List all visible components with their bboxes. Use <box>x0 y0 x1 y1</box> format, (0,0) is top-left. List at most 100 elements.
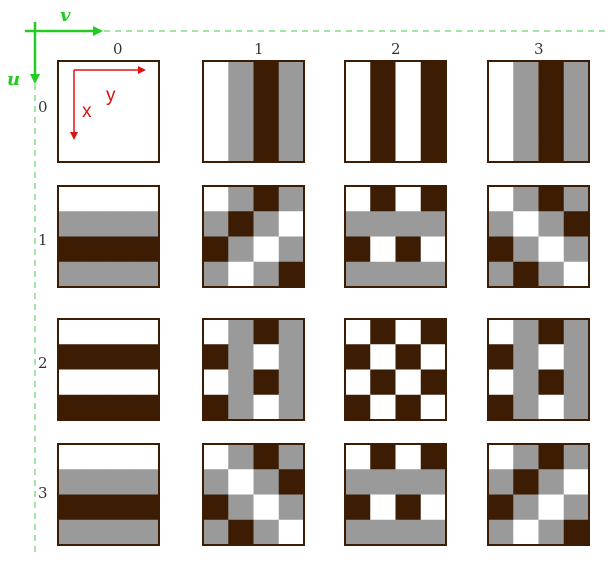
tile-cell <box>228 186 254 212</box>
tile-cell <box>133 469 160 495</box>
tile-cell <box>203 369 229 396</box>
tile-cell <box>395 236 422 263</box>
basis-tile-u3-v1 <box>202 443 305 546</box>
tile-cell <box>58 394 84 421</box>
tile-cell <box>203 236 229 263</box>
tile-cell <box>563 111 590 138</box>
tile-cell <box>370 261 396 288</box>
tile-cell <box>563 469 590 495</box>
tile-cell <box>108 319 135 345</box>
tile-cell <box>420 494 447 521</box>
tile-cell <box>253 186 280 212</box>
tile-cell <box>513 519 539 546</box>
tile-cell <box>563 494 590 521</box>
tile-cell <box>488 111 514 138</box>
tile-cell <box>83 111 109 138</box>
tile-cell <box>133 61 160 87</box>
tile-cell <box>108 469 135 495</box>
tile-cell <box>563 319 590 345</box>
basis-tile-u1-v0 <box>57 185 160 288</box>
tile-cell <box>133 519 160 546</box>
basis-tile-u3-v3 <box>487 443 590 546</box>
tile-cell <box>228 319 254 345</box>
tile-cell <box>58 444 84 470</box>
tile-cell <box>538 469 565 495</box>
tile-cell <box>513 469 539 495</box>
inner-y-label: y <box>106 85 116 106</box>
tile-cell <box>345 61 371 87</box>
tile-cell <box>278 186 305 212</box>
tile-cell <box>370 469 396 495</box>
tile-cell <box>420 319 447 345</box>
u-axis-label: u <box>7 69 20 90</box>
tile-cell <box>228 211 254 237</box>
tile-cell <box>345 344 371 370</box>
tile-frame <box>202 443 305 546</box>
tile-cell <box>58 186 84 212</box>
tile-cell <box>563 519 590 546</box>
tile-cell <box>345 186 371 212</box>
tile-cell <box>488 394 514 421</box>
tile-cell <box>58 211 84 237</box>
tile-cell <box>133 494 160 521</box>
tile-cell <box>108 369 135 396</box>
tile-cell <box>58 236 84 263</box>
tile-cell <box>488 211 514 237</box>
tile-cell <box>538 111 565 138</box>
tile-cell <box>513 86 539 112</box>
tile-cell <box>253 236 280 263</box>
tile-frame <box>344 60 447 163</box>
tile-frame <box>202 318 305 421</box>
tile-cell <box>203 344 229 370</box>
tile-cell <box>513 319 539 345</box>
tile-cell <box>278 211 305 237</box>
tile-cell <box>513 111 539 138</box>
tile-cell <box>253 344 280 370</box>
basis-tile-u3-v0 <box>57 443 160 546</box>
tile-cell <box>370 444 396 470</box>
tile-cell <box>420 186 447 212</box>
tile-cell <box>278 344 305 370</box>
tile-cell <box>345 111 371 138</box>
tile-cell <box>253 136 280 163</box>
tile-cell <box>58 86 84 112</box>
tile-cell <box>108 186 135 212</box>
tile-cell <box>563 211 590 237</box>
tile-cell <box>488 61 514 87</box>
tile-cell <box>83 444 109 470</box>
basis-tile-u0-v1 <box>202 60 305 163</box>
tile-cell <box>203 211 229 237</box>
tile-cell <box>83 261 109 288</box>
tile-frame <box>202 60 305 163</box>
tile-cell <box>203 86 229 112</box>
column-label-2: 2 <box>391 40 401 58</box>
tile-cell <box>395 86 422 112</box>
tile-cell <box>420 394 447 421</box>
tile-cell <box>278 494 305 521</box>
tile-cell <box>253 469 280 495</box>
tile-cell <box>203 394 229 421</box>
tile-cell <box>345 319 371 345</box>
tile-cell <box>420 519 447 546</box>
tile-cell <box>133 344 160 370</box>
tile-cell <box>538 519 565 546</box>
tile-cell <box>203 111 229 138</box>
tile-cell <box>395 369 422 396</box>
tile-cell <box>228 136 254 163</box>
tile-frame <box>344 185 447 288</box>
tile-cell <box>513 344 539 370</box>
tile-cell <box>108 211 135 237</box>
tile-cell <box>228 236 254 263</box>
tile-cell <box>370 136 396 163</box>
tile-cell <box>420 344 447 370</box>
tile-cell <box>420 369 447 396</box>
tile-cell <box>538 211 565 237</box>
tile-cell <box>538 344 565 370</box>
tile-cell <box>370 61 396 87</box>
row-label-2: 2 <box>38 354 48 372</box>
tile-cell <box>538 61 565 87</box>
tile-cell <box>395 319 422 345</box>
tile-cell <box>203 494 229 521</box>
tile-cell <box>203 319 229 345</box>
tile-cell <box>395 111 422 138</box>
